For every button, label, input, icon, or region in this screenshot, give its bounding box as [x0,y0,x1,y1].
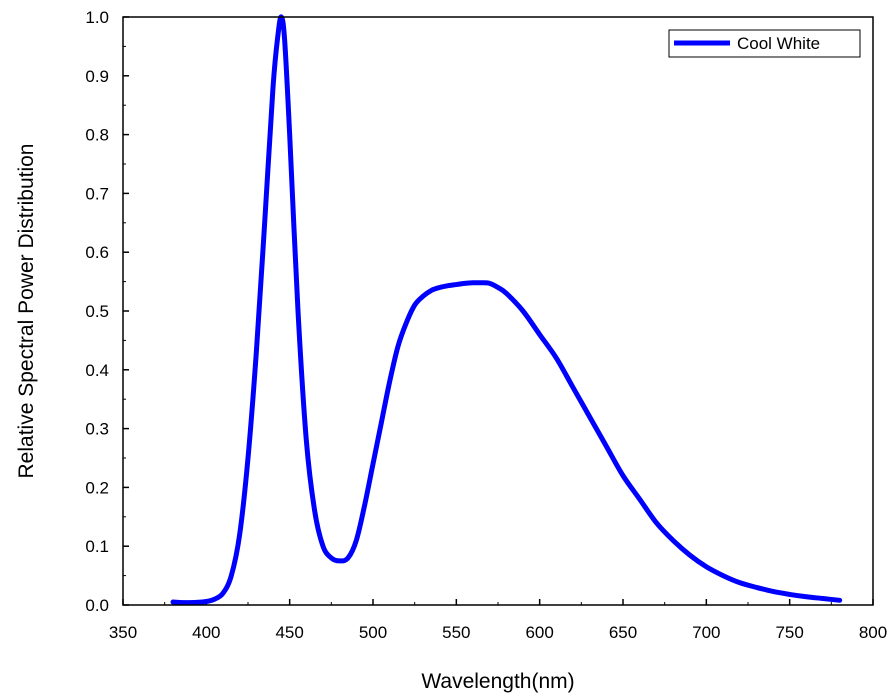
x-tick-label: 450 [275,623,303,642]
x-tick-label: 750 [775,623,803,642]
x-tick-label: 800 [859,623,887,642]
y-tick-label: 0.7 [85,184,109,203]
y-tick-label: 0.6 [85,243,109,262]
legend-label: Cool White [737,34,820,53]
y-tick-label: 0.9 [85,67,109,86]
legend: Cool White [668,29,861,58]
x-axis-ticks: 350 400 450 500 550 600 650 700 750 800 [109,599,887,642]
y-tick-label: 0.3 [85,420,109,439]
x-tick-label: 350 [109,623,137,642]
x-tick-label: 600 [525,623,553,642]
y-tick-label: 1.0 [85,8,109,27]
y-tick-label: 0.8 [85,126,109,145]
y-tick-label: 0.4 [85,361,109,380]
x-tick-label: 700 [692,623,720,642]
y-tick-label: 0.2 [85,478,109,497]
y-tick-label: 0.5 [85,302,109,321]
x-axis-title: Wavelength(nm) [421,670,574,693]
y-tick-label: 0.0 [85,596,109,615]
x-tick-label: 550 [442,623,470,642]
y-axis-ticks: 0.0 0.1 0.2 0.3 0.4 0.5 0.6 0.7 0.8 0.9 1.0 [85,8,129,615]
x-tick-label: 650 [609,623,637,642]
x-tick-label: 400 [192,623,220,642]
plot-frame [122,16,874,606]
y-axis-title: Relative Spectral Power Distribution [15,144,38,479]
y-tick-label: 0.1 [85,537,109,556]
series-line-cool-white [170,14,843,606]
x-tick-label: 500 [359,623,387,642]
